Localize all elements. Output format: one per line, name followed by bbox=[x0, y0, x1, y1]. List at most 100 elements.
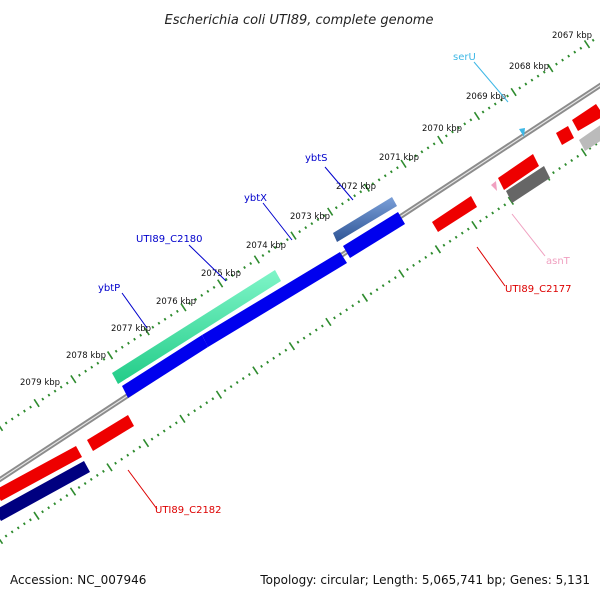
inner-tick bbox=[361, 293, 369, 302]
inner-tick bbox=[357, 300, 361, 304]
inner-tick bbox=[156, 433, 160, 437]
outer-tick bbox=[206, 289, 210, 293]
outer-tick bbox=[212, 285, 216, 289]
outer-tick bbox=[547, 63, 554, 73]
inner-tick bbox=[205, 401, 209, 405]
inner-tick bbox=[229, 385, 233, 389]
inner-tick bbox=[150, 437, 154, 441]
outer-tick bbox=[23, 409, 26, 413]
gene-ybtS[interactable] bbox=[333, 197, 397, 242]
outer-tick bbox=[469, 118, 473, 122]
inner-tick bbox=[33, 511, 40, 520]
outer-tick bbox=[451, 130, 454, 134]
outer-tick bbox=[253, 255, 260, 264]
inner-tick bbox=[430, 251, 434, 255]
outer-tick bbox=[499, 98, 503, 102]
outer-tick bbox=[120, 345, 124, 349]
kbp-label-2076: 2076 kbp bbox=[156, 297, 196, 307]
outer-tick bbox=[230, 274, 234, 277]
gene-red-left-edge[interactable] bbox=[0, 446, 82, 501]
label-ybtX[interactable]: ybtX bbox=[244, 193, 267, 204]
outer-tick bbox=[341, 202, 344, 206]
outer-tick bbox=[359, 190, 363, 194]
gene-serU-trna[interactable] bbox=[519, 128, 525, 137]
label-ybtS[interactable]: ybtS bbox=[305, 153, 328, 164]
gene-ybtS-partner[interactable] bbox=[343, 212, 405, 258]
inner-tick bbox=[580, 148, 587, 157]
gene-grey-mid[interactable] bbox=[506, 166, 550, 203]
inner-tick bbox=[381, 284, 385, 288]
inner-tick bbox=[339, 312, 342, 316]
outer-tick bbox=[573, 50, 577, 54]
outer-tick-ring bbox=[0, 38, 595, 432]
outer-tick bbox=[561, 58, 564, 62]
gene-red-upper-2[interactable] bbox=[556, 126, 574, 145]
gene-dark-left[interactable] bbox=[0, 461, 90, 521]
inner-tick bbox=[314, 328, 318, 332]
outer-tick bbox=[363, 183, 370, 192]
label-asnT[interactable]: asnT bbox=[546, 256, 571, 267]
label-UTI89_C2177[interactable]: UTI89_C2177 bbox=[505, 284, 572, 295]
outer-tick bbox=[84, 369, 88, 373]
kbp-label-2068: 2068 kbp bbox=[509, 62, 549, 72]
inner-tick bbox=[552, 171, 555, 175]
gene-ybtX-UTI89_C2180[interactable] bbox=[202, 252, 347, 347]
gene-orf-upstream-ybtP[interactable] bbox=[122, 335, 208, 398]
outer-tick bbox=[353, 194, 357, 198]
inner-tick bbox=[168, 425, 172, 429]
gene-UTI89_C2182[interactable] bbox=[87, 415, 134, 451]
label-ybtP[interactable]: ybtP bbox=[98, 283, 120, 294]
gene-ybtP[interactable] bbox=[112, 270, 281, 384]
inner-tick bbox=[199, 405, 203, 409]
outer-tick bbox=[169, 313, 173, 317]
inner-tick bbox=[260, 364, 263, 368]
outer-tick bbox=[175, 309, 179, 313]
gene-asnT-trna[interactable] bbox=[491, 181, 497, 191]
outer-tick bbox=[408, 158, 412, 162]
inner-tick bbox=[132, 449, 136, 453]
inner-tick bbox=[570, 158, 574, 163]
gene-UTI89_C2177[interactable] bbox=[432, 196, 477, 232]
gene-red-upper-3[interactable] bbox=[572, 104, 600, 131]
outer-tick bbox=[506, 94, 509, 98]
inner-tick bbox=[223, 389, 227, 393]
outer-tick bbox=[487, 106, 491, 110]
outer-tick bbox=[432, 142, 436, 146]
gene-red-upper-1[interactable] bbox=[498, 154, 539, 190]
inner-tick bbox=[95, 473, 99, 477]
outer-tick bbox=[444, 134, 448, 138]
outer-tick bbox=[65, 381, 69, 385]
outer-tick bbox=[377, 178, 381, 182]
inner-tick bbox=[288, 341, 296, 351]
label-serU[interactable]: serU bbox=[453, 52, 476, 63]
inner-tick bbox=[345, 308, 349, 312]
outer-tick bbox=[420, 150, 424, 154]
kbp-label-2069: 2069 kbp bbox=[466, 92, 506, 102]
outer-tick bbox=[237, 270, 240, 273]
inner-tick bbox=[393, 276, 397, 280]
kbp-label-2072: 2072 kbp bbox=[336, 182, 376, 192]
inner-tick bbox=[47, 506, 51, 510]
outer-tick bbox=[279, 242, 283, 246]
label-UTI89_C2182[interactable]: UTI89_C2182 bbox=[155, 505, 222, 516]
inner-tick bbox=[10, 530, 14, 534]
outer-tick bbox=[290, 231, 297, 240]
inner-tick bbox=[174, 421, 178, 425]
forward-strand-genes bbox=[0, 197, 405, 521]
kbp-label-2077: 2077 kbp bbox=[111, 324, 151, 334]
inner-tick bbox=[351, 304, 355, 308]
outer-tick bbox=[114, 349, 118, 353]
inner-tick bbox=[59, 498, 63, 502]
outer-tick bbox=[102, 357, 106, 361]
outer-tick bbox=[347, 198, 350, 202]
outer-tick bbox=[457, 126, 460, 130]
outer-tick bbox=[591, 38, 595, 42]
inner-tick bbox=[454, 235, 458, 239]
inner-tick bbox=[41, 510, 44, 514]
inner-tick bbox=[479, 219, 482, 223]
outer-tick bbox=[127, 341, 130, 345]
inner-tick bbox=[375, 288, 379, 292]
label-UTI89_C2180[interactable]: UTI89_C2180 bbox=[136, 234, 203, 245]
gene-grey-right[interactable] bbox=[579, 124, 600, 151]
inner-tick bbox=[398, 269, 405, 278]
